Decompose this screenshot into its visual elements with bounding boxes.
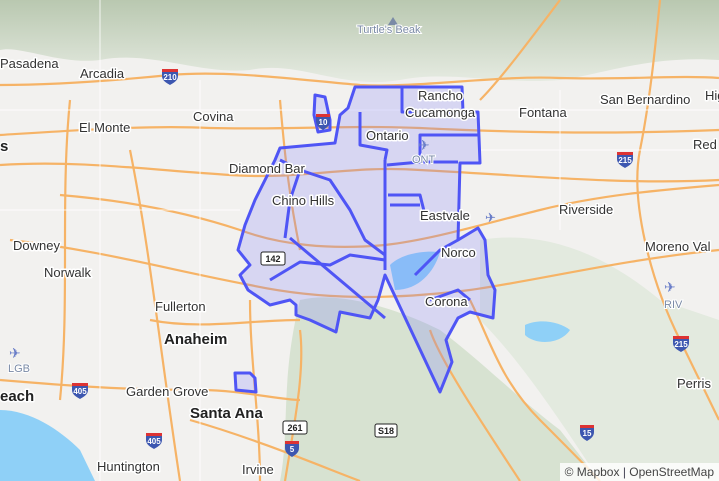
interstate-shield: 5 xyxy=(285,441,299,457)
svg-text:215: 215 xyxy=(674,340,688,349)
svg-text:s: s xyxy=(0,138,8,155)
svg-text:Ontario: Ontario xyxy=(366,128,409,143)
svg-text:Norwalk: Norwalk xyxy=(44,265,91,280)
lake-elsinore-area xyxy=(525,321,570,342)
attribution-separator: | xyxy=(622,465,626,479)
state-route-shields: 142 261 S18 xyxy=(260,251,398,438)
svg-text:Moreno Val: Moreno Val xyxy=(645,239,711,254)
svg-text:142: 142 xyxy=(265,254,280,264)
ocean xyxy=(0,410,95,481)
svg-text:10: 10 xyxy=(319,118,328,127)
boundary-line xyxy=(269,158,471,302)
svg-text:Hig: Hig xyxy=(705,88,719,103)
svg-text:261: 261 xyxy=(287,423,302,433)
svg-text:Cucamonga: Cucamonga xyxy=(405,105,476,120)
interstate-shield: 10 xyxy=(316,114,330,130)
svg-text:Garden Grove: Garden Grove xyxy=(126,384,208,399)
svg-text:Perris: Perris xyxy=(677,376,711,391)
openstreetmap-attribution-link[interactable]: OpenStreetMap xyxy=(629,465,714,479)
svg-text:405: 405 xyxy=(147,437,161,446)
svg-text:5: 5 xyxy=(290,445,295,454)
svg-text:Covina: Covina xyxy=(193,109,234,124)
svg-text:El Monte: El Monte xyxy=(79,120,130,135)
svg-text:15: 15 xyxy=(583,429,592,438)
airport-icon: ✈ xyxy=(9,346,21,362)
interstate-shield: 215 xyxy=(617,152,633,168)
hills-east xyxy=(480,237,719,481)
boundary-line xyxy=(358,87,480,270)
svg-text:each: each xyxy=(0,388,34,405)
interstate-shield: 210 xyxy=(162,69,178,85)
svg-text:Eastvale: Eastvale xyxy=(420,208,470,223)
svg-text:Pasadena: Pasadena xyxy=(0,56,59,71)
svg-text:LGB: LGB xyxy=(8,363,30,375)
svg-text:Irvine: Irvine xyxy=(242,462,274,477)
svg-text:S18: S18 xyxy=(378,426,394,436)
mountain-peak-icon xyxy=(388,17,398,25)
svg-text:Red: Red xyxy=(693,137,717,152)
san-gabriel-mountains xyxy=(0,0,719,83)
svg-text:Downey: Downey xyxy=(13,238,60,253)
mapbox-attribution-link[interactable]: © Mapbox xyxy=(564,465,620,479)
interstate-shield: 405 xyxy=(72,383,88,399)
state-shield: 261 xyxy=(282,420,308,435)
svg-text:Chino Hills: Chino Hills xyxy=(272,193,335,208)
svg-text:Norco: Norco xyxy=(441,245,476,260)
interstate-shield: 405 xyxy=(146,433,162,449)
svg-text:Corona: Corona xyxy=(425,294,468,309)
boundary-line xyxy=(289,236,386,320)
pois: Turtle's Beak ✈ ONT ✈ ✈ RIV ✈ LGB xyxy=(7,17,684,376)
svg-text:210: 210 xyxy=(163,73,177,82)
airport-icon: ✈ xyxy=(418,138,430,154)
svg-text:Huntington: Huntington xyxy=(97,459,160,474)
svg-text:405: 405 xyxy=(73,387,87,396)
svg-text:RIV: RIV xyxy=(664,299,683,311)
svg-text:Arcadia: Arcadia xyxy=(80,66,125,81)
interstate-shield: 15 xyxy=(580,425,594,441)
state-shield: 142 xyxy=(260,251,286,266)
airport-icon: ✈ xyxy=(664,280,676,296)
place-labels: Pasadena Arcadia Covina El Monte Diamond… xyxy=(0,55,719,479)
airport-icon: ✈ xyxy=(485,211,496,226)
state-shield: S18 xyxy=(374,423,398,438)
svg-text:San Bernardino: San Bernardino xyxy=(600,92,690,107)
map-attribution: © Mapbox | OpenStreetMap xyxy=(559,463,719,481)
svg-text:ONT: ONT xyxy=(412,154,436,166)
svg-text:Riverside: Riverside xyxy=(559,202,613,217)
interstate-shields: 210 10 215 405 405 5 15 215 xyxy=(72,69,689,457)
svg-text:Anaheim: Anaheim xyxy=(164,331,227,348)
svg-text:Santa Ana: Santa Ana xyxy=(190,405,263,422)
svg-text:Rancho: Rancho xyxy=(418,88,463,103)
interstate-shield: 215 xyxy=(673,336,689,352)
svg-text:215: 215 xyxy=(618,156,632,165)
svg-text:Diamond Bar: Diamond Bar xyxy=(229,161,306,176)
svg-text:Turtle's Beak: Turtle's Beak xyxy=(357,24,421,36)
svg-text:Fontana: Fontana xyxy=(519,105,567,120)
service-area-santa-ana[interactable] xyxy=(233,371,258,394)
svg-text:Fullerton: Fullerton xyxy=(155,299,206,314)
